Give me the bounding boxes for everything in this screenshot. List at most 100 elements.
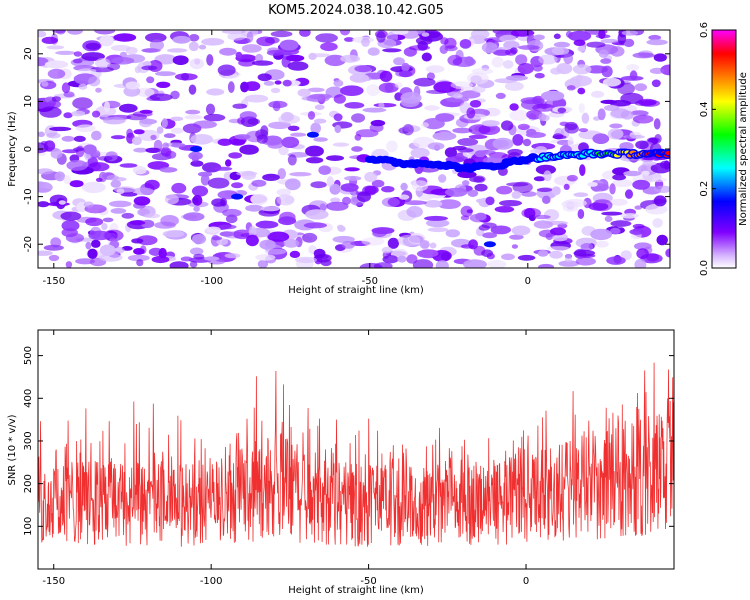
- x-tick-label: -50: [360, 576, 376, 587]
- heatmap-cell: [313, 248, 326, 259]
- heatmap-cell: [88, 76, 101, 87]
- heatmap-cell: [235, 51, 243, 59]
- heatmap-cells: [38, 30, 670, 268]
- heatmap-cell: [161, 118, 168, 128]
- heatmap-cell: [416, 249, 441, 259]
- colorbar-tick-label: 0.4: [699, 101, 710, 117]
- heatmap-cell: [267, 231, 290, 242]
- heatmap-cell: [651, 79, 661, 88]
- heatmap-cell: [237, 117, 245, 125]
- heatmap-cell: [97, 156, 113, 161]
- heatmap-cell: [457, 138, 479, 146]
- heatmap-cell: [354, 65, 372, 73]
- heatmap-cell: [287, 154, 297, 166]
- heatmap-cell: [425, 65, 445, 73]
- heatmap-cell: [101, 222, 108, 231]
- heatmap-cell: [617, 82, 635, 95]
- heatmap-cell: [119, 163, 138, 168]
- heatmap-cell: [87, 248, 98, 259]
- heatmap-cell: [257, 73, 272, 82]
- heatmap-cell: [281, 136, 300, 148]
- heatmap-cell: [324, 54, 346, 67]
- heatmap-cell: [412, 180, 429, 192]
- heatmap-cell: [236, 171, 258, 176]
- heatmap-cell: [553, 33, 561, 40]
- heatmap-cell: [609, 183, 616, 195]
- heatmap-cell: [600, 38, 619, 44]
- figure-title: KOM5.2024.038.10.42.G05: [268, 3, 444, 18]
- heatmap-cell: [537, 250, 549, 257]
- heatmap-cell: [553, 41, 571, 48]
- heatmap-cell: [274, 80, 282, 85]
- heatmap-cell: [193, 253, 205, 260]
- heatmap-cell: [501, 253, 515, 261]
- heatmap-cell: [540, 90, 565, 101]
- heatmap-cell: [543, 209, 560, 221]
- heatmap-cell: [91, 130, 102, 141]
- heatmap-cell: [626, 64, 639, 71]
- heatmap-cell: [305, 157, 324, 164]
- heatmap-cell: [543, 170, 552, 182]
- heatmap-cell: [578, 128, 589, 133]
- heatmap-cell: [526, 128, 537, 136]
- heatmap-cell: [634, 242, 652, 250]
- heatmap-cell: [55, 50, 76, 56]
- heatmap-cell: [551, 47, 570, 55]
- heatmap-cell: [601, 65, 613, 78]
- heatmap-cell: [364, 185, 379, 195]
- heatmap-cell: [310, 181, 327, 189]
- heatmap-cell: [563, 53, 574, 64]
- heatmap-cell: [438, 174, 447, 183]
- y-tick-label: -20: [23, 236, 34, 252]
- heatmap-cell: [139, 118, 157, 125]
- heatmap-cell: [277, 168, 286, 180]
- heatmap-cell: [559, 121, 569, 127]
- heatmap-cell: [44, 60, 69, 69]
- heatmap-cell: [305, 209, 329, 220]
- heatmap-cell: [133, 248, 145, 255]
- heatmap-cell: [556, 63, 573, 75]
- heatmap-cell: [344, 37, 355, 42]
- x-tick-label: -50: [362, 276, 378, 287]
- heatmap-cell: [467, 189, 479, 197]
- heatmap-cell: [558, 260, 580, 267]
- heatmap-cell: [466, 107, 476, 119]
- heatmap-cell: [38, 181, 53, 193]
- heatmap-cell: [427, 227, 449, 233]
- heatmap-cell: [306, 131, 319, 138]
- heatmap-cell: [583, 197, 592, 209]
- heatmap-cell: [133, 129, 145, 135]
- heatmap-cell: [206, 54, 214, 66]
- heatmap-cell: [120, 192, 138, 197]
- heatmap-cell: [340, 183, 359, 192]
- heatmap-cell: [620, 213, 639, 219]
- heatmap-cell: [244, 81, 261, 91]
- heatmap-cell: [636, 248, 649, 259]
- heatmap-cell: [432, 131, 457, 141]
- snr-series-line: [38, 362, 674, 547]
- heatmap-cell: [386, 140, 398, 153]
- heatmap-cell: [190, 247, 204, 256]
- heatmap-cell: [412, 259, 434, 268]
- heatmap-cell: [646, 39, 668, 46]
- heatmap-cell: [629, 228, 645, 235]
- heatmap-cell: [285, 54, 305, 62]
- heatmap-cell: [634, 83, 647, 92]
- heatmap-cell: [85, 42, 101, 50]
- heatmap-cell: [193, 120, 217, 129]
- colorbar-tick-label: 0.0: [699, 260, 710, 276]
- heatmap-cell: [263, 81, 275, 86]
- heatmap-cell: [125, 46, 138, 55]
- heatmap-cell: [392, 30, 409, 35]
- heatmap-cell: [183, 212, 205, 222]
- heatmap-cell: [136, 235, 158, 246]
- heatmap-cell: [362, 107, 387, 113]
- heatmap-cell: [460, 205, 473, 218]
- heatmap-cell: [119, 103, 138, 113]
- heatmap-cell: [495, 92, 506, 99]
- heatmap-cell: [121, 212, 135, 219]
- heatmap-cell: [283, 239, 300, 248]
- heatmap-cell: [55, 30, 66, 35]
- colorbar-ticks: 0.0 0.2 0.4 0.6: [699, 22, 716, 276]
- x-tick-label: 0: [525, 276, 531, 287]
